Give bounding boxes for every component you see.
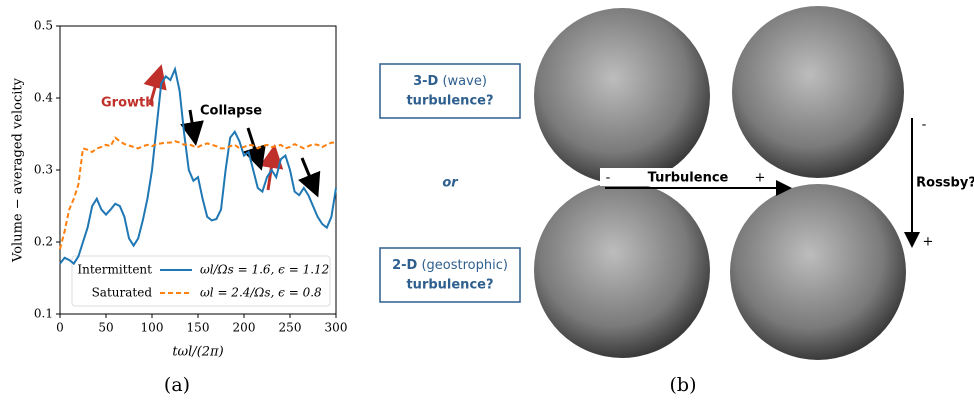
legend-box [71, 255, 331, 307]
y-tick-label: 0.5 [34, 19, 53, 33]
line-series [59, 136, 336, 250]
arrow [180, 109, 204, 146]
caption: (a) [164, 374, 190, 396]
box-text: 3-D (wave) [413, 74, 487, 89]
photo [730, 184, 906, 360]
annotation: Collapse [200, 104, 262, 119]
y-tick-label: 0.4 [34, 91, 53, 105]
axis-minus: - [606, 171, 611, 186]
label: (wave) [442, 74, 486, 89]
axis-label: Rossby? [916, 176, 974, 191]
y-tick-label: 0.3 [34, 163, 53, 177]
label-bg [600, 168, 776, 186]
legend-name: Saturated [92, 286, 153, 300]
photo [534, 8, 710, 184]
annotation: Growth [101, 96, 155, 111]
arrow [298, 157, 321, 198]
x-tick-label: 150 [187, 321, 210, 335]
line-series [59, 65, 337, 266]
legend-name: Intermittent [77, 263, 152, 277]
x-tick-label: 250 [279, 321, 302, 335]
x-axis-label: tωl/(2π) [172, 345, 223, 360]
box [379, 247, 521, 303]
y-tick-label: 0.1 [34, 307, 53, 321]
box-text: turbulence? [406, 278, 493, 293]
photo [732, 6, 904, 178]
box [379, 63, 521, 119]
box-text: 2-D (geostrophic) [392, 258, 508, 273]
arrow [243, 127, 266, 171]
label: 3-D [413, 74, 438, 89]
x-tick-label: 50 [98, 321, 113, 335]
y-tick-label: 0.2 [34, 235, 53, 249]
caption: (b) [670, 374, 697, 396]
axis-plus: + [923, 235, 934, 250]
x-tick-label: 300 [325, 321, 348, 335]
axis-plus: + [755, 171, 766, 186]
photo [534, 182, 710, 358]
label: 2-D [392, 258, 417, 273]
axis-label: Turbulence [648, 171, 729, 186]
x-tick-label: 100 [141, 321, 164, 335]
legend-label: ωl/Ωs = 1.6, ϵ = 1.12 [200, 263, 329, 277]
x-tick-label: 0 [56, 321, 64, 335]
arrow [143, 64, 167, 106]
axis-minus: - [922, 118, 927, 133]
x-tick-label: 200 [233, 321, 256, 335]
y-axis-label: Volume − averaged velocity [11, 77, 26, 263]
label: (geostrophic) [421, 258, 507, 273]
or-text: or [442, 176, 459, 191]
box-text: turbulence? [406, 94, 493, 109]
legend-label: ωl = 2.4/Ωs, ϵ = 0.8 [200, 286, 322, 300]
